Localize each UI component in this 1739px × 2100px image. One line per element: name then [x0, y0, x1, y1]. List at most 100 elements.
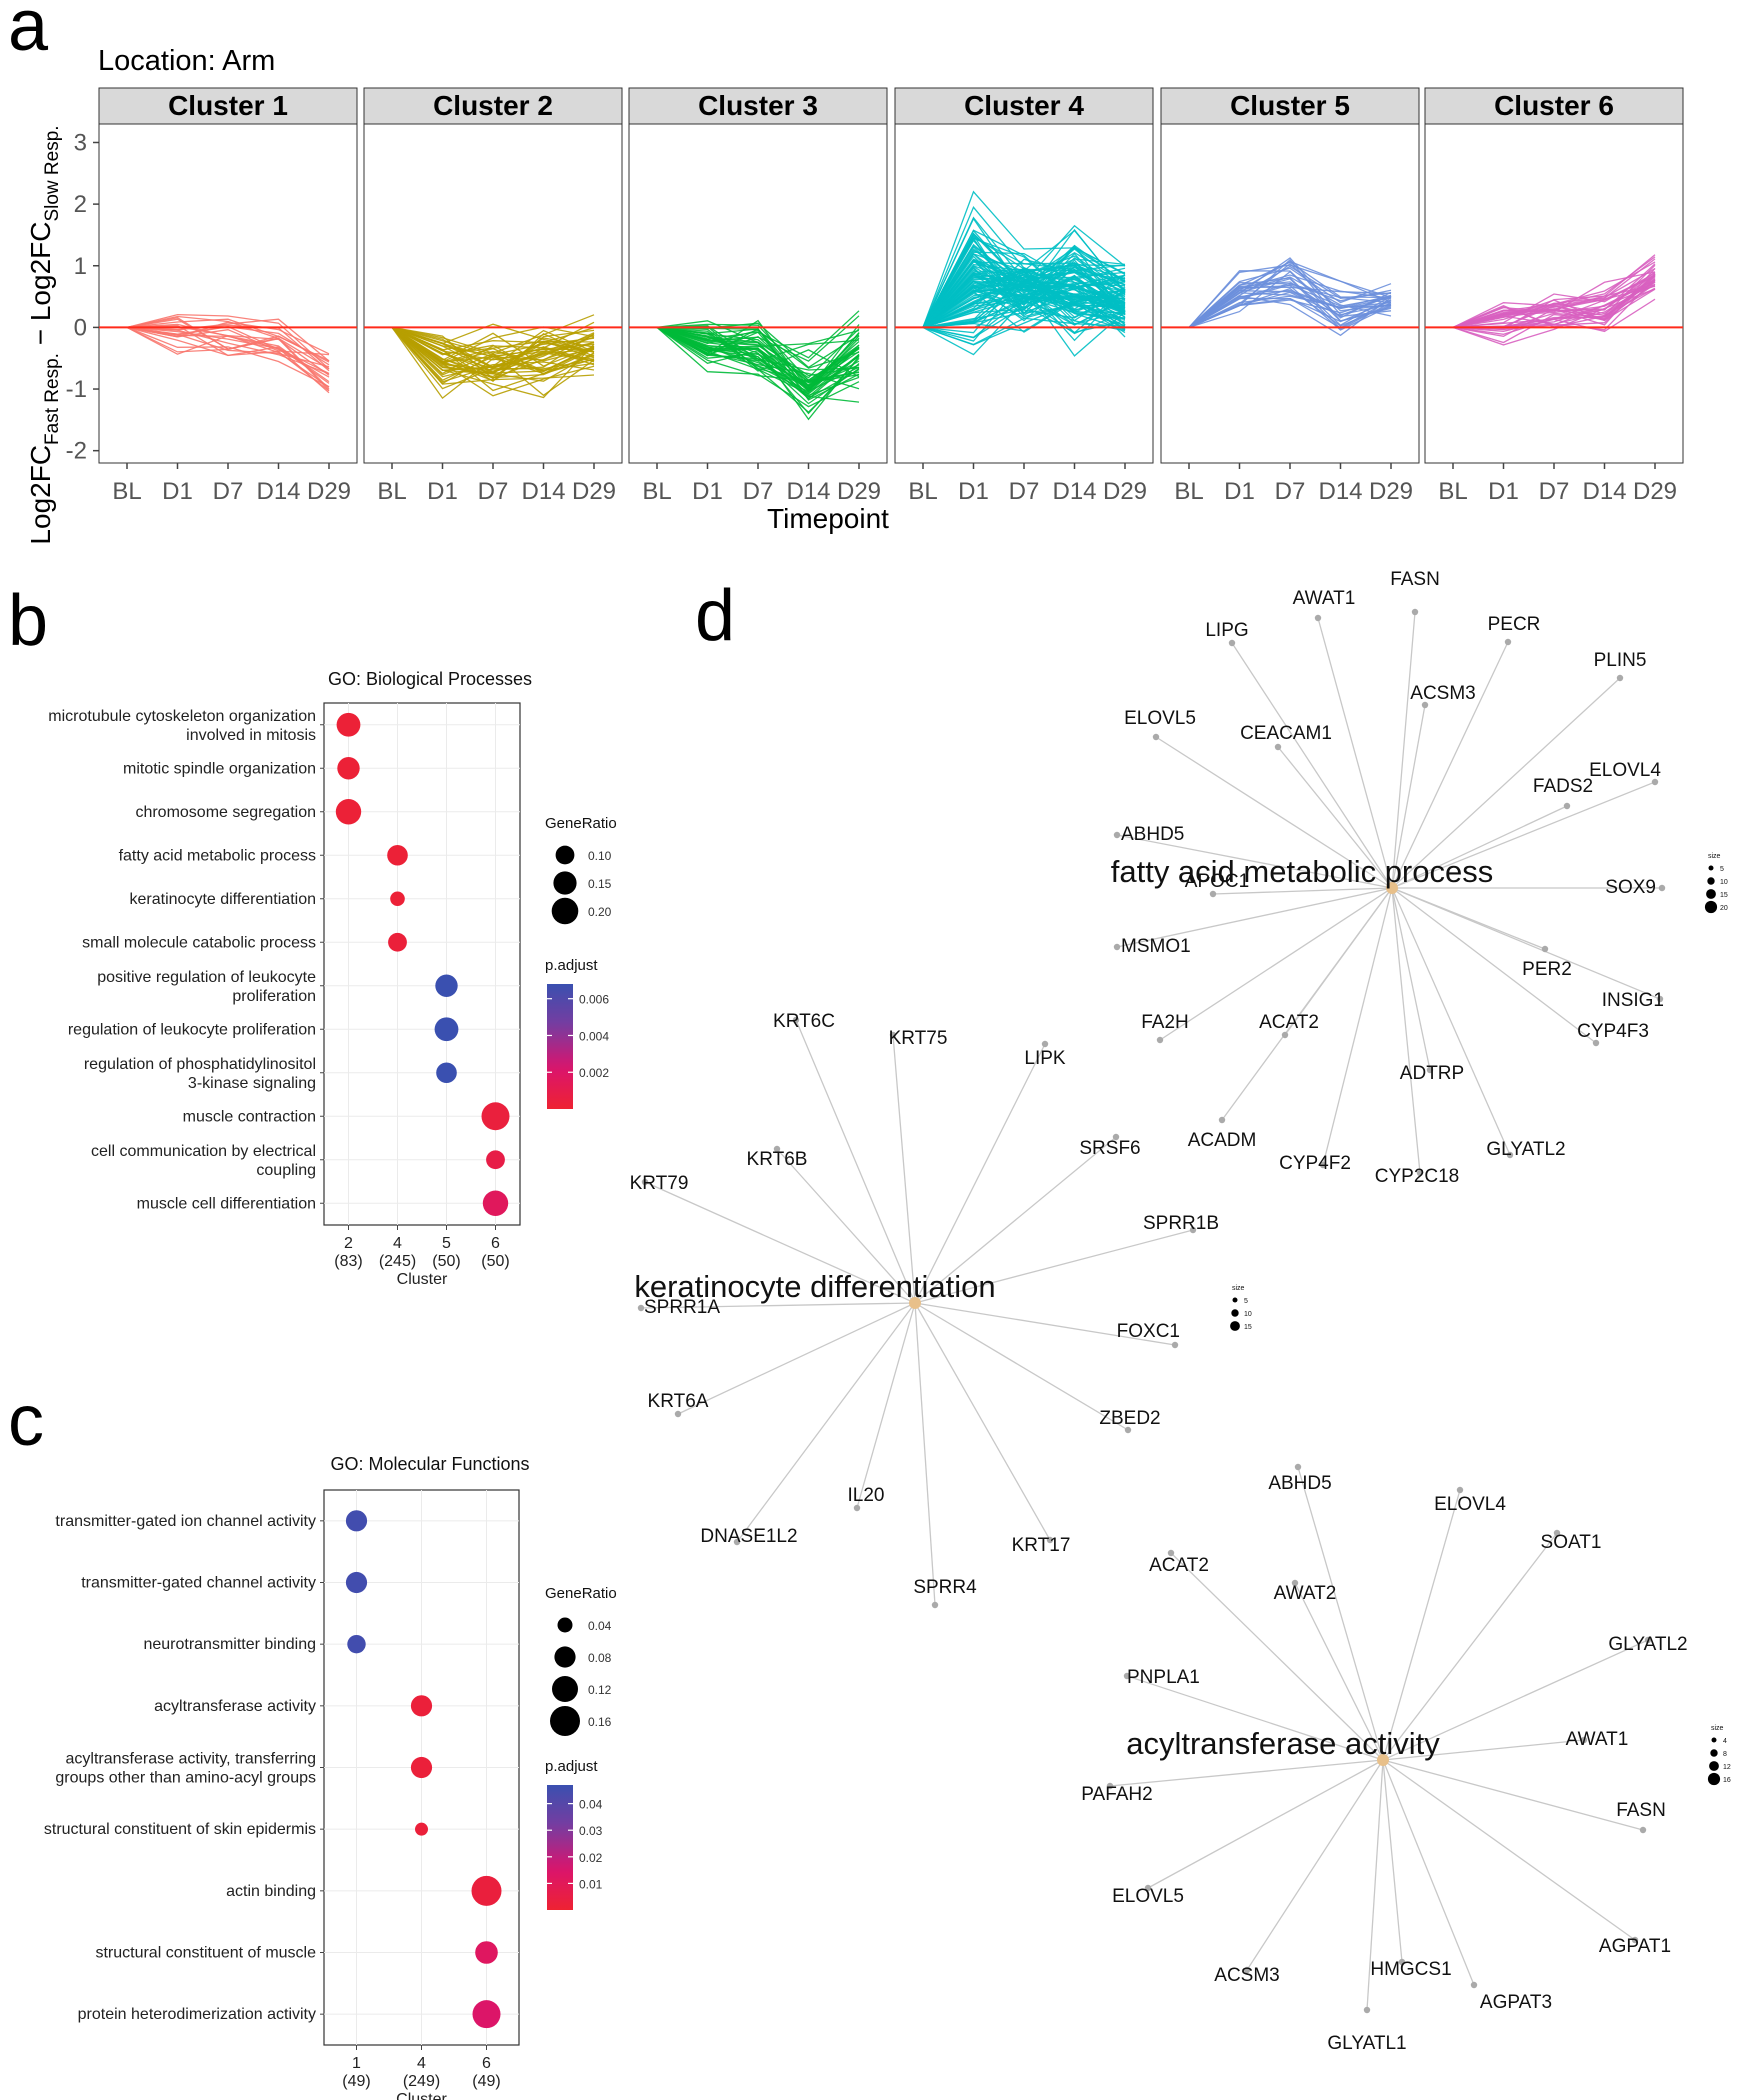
term-label-line: chromosome segregation [135, 804, 316, 821]
gene-label: DNASE1L2 [700, 1526, 797, 1547]
network-edge [1126, 1675, 1384, 1761]
hub-label: fatty acid metabolic process [1111, 854, 1494, 889]
x-tick-label: D7 [1275, 478, 1306, 505]
size-legend-key [555, 845, 575, 865]
gene-label: ACAT2 [1259, 1012, 1319, 1033]
gene-label: ADTRP [1400, 1063, 1464, 1084]
x-tick-label: D14 [1582, 478, 1626, 505]
gene-node [1167, 1549, 1175, 1557]
color-legend-label: 0.004 [579, 1029, 609, 1043]
series-line [656, 326, 860, 408]
color-legend-label: 0.006 [579, 993, 609, 1007]
network: ABHD5 ELOVL4 SOAT1 ACAT2 AWAT2 GLYATL2 PNPLA1 A… [1081, 1463, 1731, 2054]
series-line [656, 326, 860, 382]
term-point [345, 1571, 368, 1594]
gene-node [1291, 1579, 1299, 1587]
gene-node [1106, 1782, 1114, 1790]
gene-node [1281, 1031, 1289, 1039]
gene-node [1156, 1036, 1164, 1044]
x-tick-label: D14 [521, 478, 565, 505]
term-label: transmitter-gated ion channel activity [55, 1513, 316, 1530]
term-point [390, 891, 405, 907]
facet-strip [1160, 87, 1420, 125]
x-axis-title: Cluster [396, 2091, 447, 2100]
network-edge [914, 1302, 1129, 1431]
gene-label: IL20 [848, 1485, 885, 1506]
facet-series [1188, 257, 1392, 337]
network-edge [644, 1181, 916, 1304]
term-label-line: regulation of leukocyte proliferation [68, 1021, 316, 1038]
size-legend-title: GeneRatio [545, 1585, 617, 1602]
size-legend-key [1704, 900, 1718, 914]
gene-label: KRT79 [630, 1173, 689, 1194]
gene-label: PAFAH2 [1081, 1784, 1152, 1805]
series-line [1452, 261, 1656, 329]
term-point [486, 1150, 505, 1170]
gene-node [1189, 1226, 1197, 1234]
gene-label: HMGCS1 [1370, 1959, 1451, 1980]
x-tick-label: D14 [1318, 478, 1362, 505]
gene-label: FOXC1 [1117, 1321, 1180, 1342]
term-label: keratinocyte differentiation [130, 891, 316, 908]
gene-node [1456, 1486, 1464, 1494]
x-tick-label: D14 [786, 478, 830, 505]
gene-label: PLIN5 [1594, 650, 1647, 671]
x-tick-count: (83) [334, 1253, 362, 1270]
series-line [391, 326, 595, 383]
term-label: positive regulation of leukocyte prolifer… [97, 969, 316, 1005]
size-legend-label: 10 [1244, 1311, 1252, 1318]
network-edge [914, 1302, 936, 1606]
term-point [472, 2000, 501, 2029]
size-legend-title: size [1708, 853, 1721, 860]
gene-node [773, 1145, 781, 1153]
network-edge [1391, 704, 1426, 889]
size-legend-title: size [1232, 1285, 1245, 1292]
term-label: mitotic spindle organization [123, 760, 316, 777]
series-line [1452, 283, 1656, 344]
network-edge [1170, 1552, 1384, 1761]
gene-label: CEACAM1 [1240, 723, 1332, 744]
network-edge [1221, 887, 1393, 1121]
gene-label: GLYATL2 [1486, 1139, 1565, 1160]
term-point [475, 1941, 498, 1964]
x-tick-label: BL [642, 478, 671, 505]
gene-node [1363, 2006, 1371, 2014]
term-label: transmitter-gated channel activity [81, 1575, 316, 1592]
network-edge [1382, 1532, 1558, 1761]
term-label-line: actin binding [226, 1883, 316, 1900]
x-tick-label: D1 [427, 478, 458, 505]
gene-node [1112, 1133, 1120, 1141]
term-label-line: regulation of phosphatidylinositol [84, 1056, 316, 1073]
gene-node [1113, 943, 1121, 951]
term-label-line: small molecule catabolic process [82, 934, 316, 951]
size-legend-label: 10 [1720, 879, 1728, 886]
size-legend-key [550, 1706, 580, 1736]
gene-node [1631, 1936, 1639, 1944]
network-edge [1382, 1739, 1585, 1761]
gene-label: CYP4F2 [1279, 1153, 1351, 1174]
gene-label: ELOVL4 [1434, 1494, 1506, 1515]
network-edge [1382, 1759, 1403, 1963]
size-legend-key [1709, 1761, 1719, 1771]
network-edge [1322, 887, 1393, 1166]
gene-node [1041, 1040, 1049, 1048]
panel-label-c: c [8, 1381, 44, 1461]
facet-strip [894, 87, 1154, 125]
term-label: fatty acid metabolic process [119, 847, 316, 864]
gene-node [674, 1410, 682, 1418]
series-line [656, 326, 860, 384]
network-edge [1317, 617, 1393, 889]
gene-node [1563, 802, 1571, 810]
x-tick-label: D29 [307, 478, 351, 505]
gene-label: CYP2C18 [1375, 1166, 1460, 1187]
gene-label: FASN [1616, 1800, 1666, 1821]
x-tick-label: 4 [393, 1235, 402, 1252]
gene-label: KRT75 [889, 1028, 948, 1049]
size-legend-key [1711, 1737, 1717, 1743]
x-tick-label: D29 [1633, 478, 1677, 505]
gene-label: ELOVL5 [1124, 708, 1196, 729]
gene-node [1426, 1066, 1434, 1074]
hub-node [1386, 882, 1398, 894]
term-point [482, 1190, 509, 1216]
size-legend-label: 0.20 [588, 905, 612, 919]
